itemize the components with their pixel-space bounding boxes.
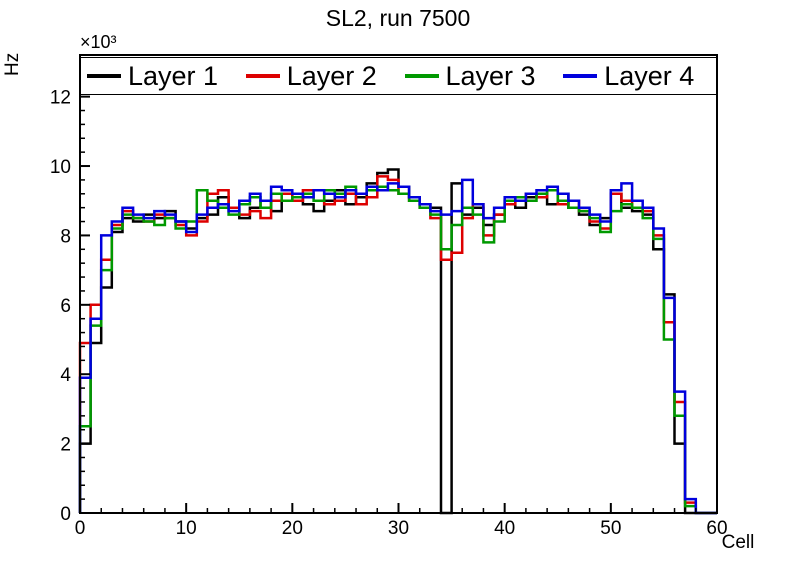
legend-entry-layer-2: Layer 2 (240, 60, 399, 91)
x-tick-label: 60 (706, 518, 727, 539)
legend-label: Layer 3 (445, 60, 536, 91)
legend-label: Layer 2 (286, 60, 377, 91)
legend-entry-layer-1: Layer 1 (81, 60, 240, 91)
x-tick-label: 50 (600, 518, 621, 539)
legend-label: Layer 1 (128, 60, 219, 91)
y-axis-title: Hz (2, 53, 23, 76)
plot-frame (79, 54, 718, 514)
x-tick-label: 10 (176, 518, 197, 539)
legend: Layer 1 Layer 2 Layer 3 Layer 4 (80, 57, 717, 95)
series-group (78, 168, 717, 515)
legend-entry-layer-4: Layer 4 (557, 60, 716, 91)
series-path-layer-2 (78, 175, 717, 515)
x-tick-label: 30 (388, 518, 409, 539)
x-tick-label: 0 (75, 518, 86, 539)
axes-group: 0 10 20 30 40 50 60 0 2 4 6 8 10 12 (50, 54, 728, 539)
y-axis-exponent: ×10³ (80, 32, 117, 52)
y-tick-label: 6 (60, 296, 71, 317)
y-tick-label: 4 (60, 365, 71, 386)
legend-line-swatch (404, 74, 439, 78)
series-path-layer-3 (78, 185, 717, 515)
y-tick-label: 12 (50, 88, 71, 109)
legend-line-swatch (87, 74, 121, 78)
chart-title: SL2, run 7500 (326, 5, 471, 31)
x-tick-label: 40 (494, 518, 515, 539)
y-tick-label: 2 (60, 435, 71, 456)
x-tick-label: 20 (282, 518, 303, 539)
legend-line-swatch (245, 74, 280, 78)
legend-entry-layer-3: Layer 3 (399, 60, 558, 91)
legend-label: Layer 4 (604, 60, 695, 91)
series-path-layer-4 (78, 178, 717, 515)
legend-line-swatch (563, 74, 598, 78)
y-tick-label: 0 (60, 504, 71, 525)
x-axis-title: Cell (722, 532, 755, 553)
y-tick-label: 8 (60, 226, 71, 247)
y-tick-label: 10 (50, 157, 71, 178)
